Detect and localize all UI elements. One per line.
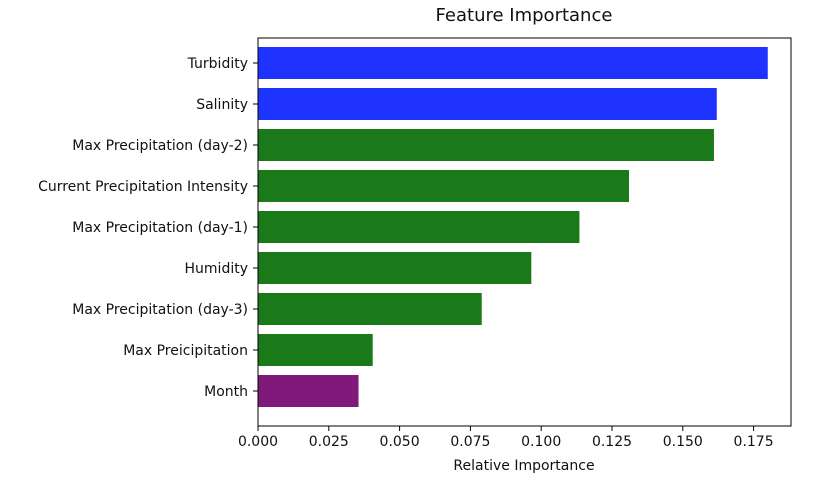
bar bbox=[258, 211, 580, 243]
y-tick-label: Turbidity bbox=[187, 56, 248, 72]
y-tick-label: Humidity bbox=[185, 261, 248, 277]
bar bbox=[258, 293, 482, 325]
bar bbox=[258, 170, 629, 202]
x-tick-label: 0.000 bbox=[238, 434, 278, 450]
plot-frame bbox=[257, 37, 792, 427]
x-tick-label: 0.050 bbox=[380, 434, 420, 450]
chart-title: Feature Importance bbox=[436, 5, 613, 26]
y-tick-label: Salinity bbox=[196, 97, 248, 113]
y-tick-label: Max Precipitation (day-1) bbox=[72, 220, 248, 236]
x-tick-label: 0.075 bbox=[450, 434, 490, 450]
bar bbox=[258, 129, 714, 161]
bars-group bbox=[258, 47, 768, 407]
y-tick-label: Current Precipitation Intensity bbox=[38, 179, 248, 195]
y-tick-label: Max Precipitation (day-2) bbox=[72, 138, 248, 154]
x-tick-label: 0.125 bbox=[592, 434, 632, 450]
bar bbox=[258, 375, 359, 407]
x-ticks: 0.000 0.025 0.050 0.075 0.100 0.125 0.150 0.175 bbox=[238, 426, 774, 450]
y-tick-label: Month bbox=[204, 384, 248, 400]
x-tick-label: 0.175 bbox=[734, 434, 774, 450]
bar bbox=[258, 88, 717, 120]
bar bbox=[258, 252, 532, 284]
y-tick-label: Max Preicipitation bbox=[123, 343, 248, 359]
bar bbox=[258, 47, 768, 79]
y-tick-label: Max Precipitation (day-3) bbox=[72, 302, 248, 318]
bar bbox=[258, 334, 373, 366]
y-tick-labels: Turbidity Salinity Max Precipitation (day-… bbox=[38, 56, 258, 400]
x-tick-label: 0.150 bbox=[663, 434, 703, 450]
x-tick-label: 0.025 bbox=[309, 434, 349, 450]
x-tick-label: 0.100 bbox=[521, 434, 561, 450]
x-axis-label: Relative Importance bbox=[453, 458, 594, 474]
